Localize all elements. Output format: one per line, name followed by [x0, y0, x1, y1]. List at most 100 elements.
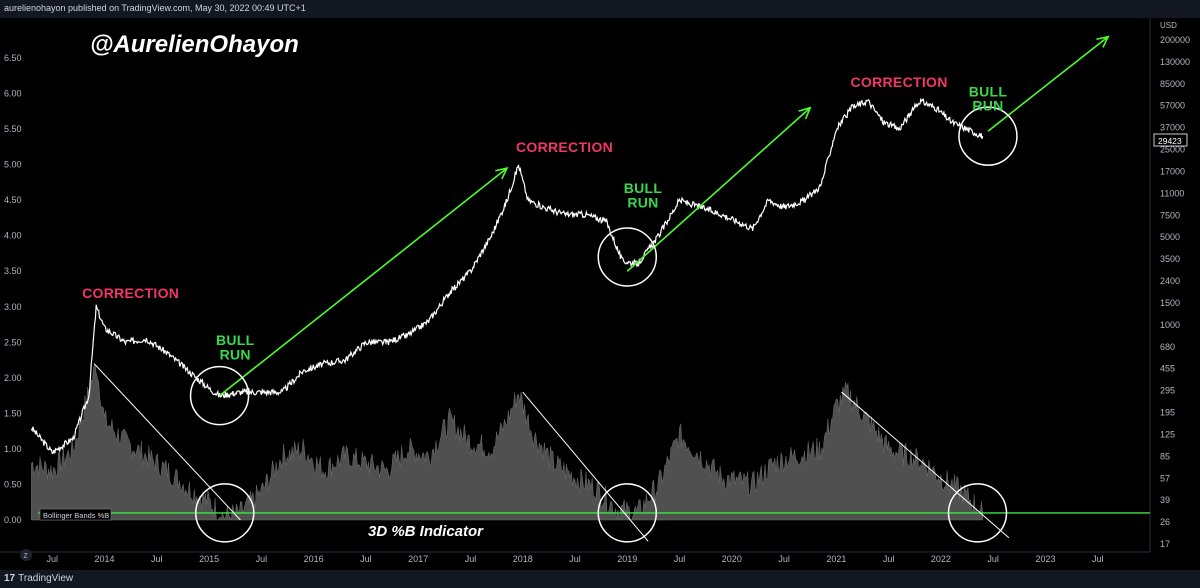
- percent-b-area: [31, 363, 983, 521]
- highlight-circles: [189, 106, 1018, 543]
- right-axis-tick: 295: [1160, 386, 1175, 396]
- time-axis-tick: Jul: [674, 554, 686, 564]
- right-axis-tick: 680: [1160, 342, 1175, 352]
- time-axis-tick: 2021: [826, 554, 846, 564]
- published-text: aurelienohayon published on TradingView.…: [4, 3, 306, 13]
- btc-price-path: [30, 97, 984, 455]
- time-axis-tick: Jul: [256, 554, 268, 564]
- left-axis-tick: 5.00: [4, 160, 22, 170]
- last-price-label: 29423: [1158, 136, 1182, 146]
- right-axis-tick: 125: [1160, 429, 1175, 439]
- left-axis-tick: 4.00: [4, 231, 22, 241]
- time-axis-tick: Jul: [360, 554, 372, 564]
- bb-legend-box[interactable]: [39, 508, 112, 521]
- bull-arrow-line: [626, 107, 811, 272]
- bull-arrow-head: [495, 167, 509, 180]
- indicator-label: 3D %B Indicator: [368, 523, 484, 540]
- highlight-circle: [195, 483, 255, 543]
- highlight-circle: [597, 227, 658, 287]
- right-axis-tick: 25000: [1160, 145, 1185, 155]
- time-axis-tick: 2020: [722, 554, 742, 564]
- percent-b-histogram: [31, 363, 983, 521]
- right-axis-tick: 57: [1160, 473, 1170, 483]
- annotations: CORRECTIONBULLRUNCORRECTIONBULLRUNCORREC…: [82, 74, 1007, 362]
- bull-run-label: RUN: [220, 346, 251, 362]
- right-axis-tick: 5000: [1160, 232, 1180, 242]
- left-axis-tick: 3.50: [4, 266, 22, 276]
- drawings: [38, 35, 1150, 542]
- publisher-bar: aurelienohayon published on TradingView.…: [0, 0, 1200, 18]
- last-price-box: [1153, 133, 1188, 147]
- time-axis-tick: Jul: [1092, 554, 1104, 564]
- time-axis-tick: Jul: [47, 554, 59, 564]
- right-axis-tick: 195: [1160, 408, 1175, 418]
- trend-line: [841, 391, 1010, 539]
- bull-run-label: BULL: [969, 83, 1008, 99]
- author-handle: @AurelienOhayon: [90, 31, 299, 58]
- bull-arrow-head: [798, 106, 812, 120]
- left-axis-tick: 2.00: [4, 373, 22, 383]
- time-axis-tick: 2017: [408, 554, 428, 564]
- bb-legend-label: Bollinger Bands %B: [43, 511, 109, 520]
- right-axis-tick: 2400: [1160, 276, 1180, 286]
- correction-label: CORRECTION: [851, 74, 948, 90]
- right-axis-tick: 11000: [1160, 188, 1184, 198]
- left-axis-tick: 0.00: [4, 515, 22, 525]
- bull-run-label: BULL: [624, 180, 663, 196]
- correction-label: CORRECTION: [516, 139, 613, 155]
- trend-line: [93, 363, 241, 521]
- tradingview-logo-icon: 17: [4, 573, 16, 584]
- left-axis-tick: 1.00: [4, 444, 22, 454]
- bull-run-label: RUN: [627, 194, 658, 210]
- left-axis-tick: 0.50: [4, 479, 22, 489]
- timezone-button[interactable]: [20, 549, 32, 561]
- right-axis-tick: 85: [1160, 451, 1170, 461]
- left-axis-tick: 6.00: [4, 89, 22, 99]
- bull-arrow-line: [219, 167, 508, 397]
- right-axis-tick: 200000: [1160, 35, 1190, 45]
- time-axis-tick: Jul: [569, 554, 581, 564]
- time-axis-tick: Jul: [151, 554, 163, 564]
- time-axis: Jul 2014 Jul 2015 Jul 2016 Jul 2017 Jul 2018 Jul 20…: [0, 551, 1150, 564]
- time-axis-tick: Jul: [883, 554, 895, 564]
- time-axis-tick: 2022: [931, 554, 951, 564]
- timezone-glyph: Z: [24, 553, 29, 560]
- trend-line: [522, 391, 649, 542]
- bitcoin-chart: 6.50 6.00 5.50 5.00 4.50 4.00 3.50 3.00 2.50 2.00…: [0, 18, 1190, 564]
- highlight-circle: [189, 365, 250, 426]
- tradingview-label: TradingView: [18, 573, 74, 584]
- highlight-circle: [947, 483, 1008, 543]
- time-axis-tick: Jul: [987, 554, 999, 564]
- right-axis-tick: 455: [1160, 364, 1175, 374]
- left-axis-tick: 3.00: [4, 302, 22, 312]
- right-axis-tick: 130000: [1160, 57, 1190, 67]
- currency-label: USD: [1160, 21, 1177, 30]
- right-axis-tick: 17: [1160, 539, 1170, 549]
- highlight-circle: [597, 483, 658, 543]
- right-axis-tick: 57000: [1160, 101, 1185, 111]
- highlight-circle: [958, 106, 1018, 166]
- left-axis-tick: 2.50: [4, 337, 22, 347]
- time-axis-tick: Jul: [778, 554, 790, 564]
- time-axis-tick: 2016: [304, 554, 324, 564]
- time-axis-tick: 2023: [1035, 554, 1055, 564]
- right-axis-tick: 1000: [1160, 320, 1180, 330]
- time-axis-tick: 2018: [513, 554, 533, 564]
- left-axis-tick: 1.50: [4, 408, 22, 418]
- time-axis-tick: 2019: [617, 554, 637, 564]
- time-axis-tick: 2015: [199, 554, 219, 564]
- right-axis: 200000 130000 85000 57000 37000 25000 17000 110…: [1149, 18, 1190, 552]
- price-line: [30, 97, 984, 455]
- right-axis-tick: 37000: [1160, 123, 1185, 133]
- time-axis-tick: Jul: [465, 554, 477, 564]
- right-axis-tick: 26: [1160, 517, 1170, 527]
- left-axis: 6.50 6.00 5.50 5.00 4.50 4.00 3.50 3.00 2.50 2.00…: [4, 53, 22, 525]
- time-axis-tick: 2014: [95, 554, 115, 564]
- bull-arrow-head: [1096, 35, 1110, 48]
- left-axis-tick: 6.50: [4, 53, 22, 63]
- tradingview-logo[interactable]: 17 TradingView: [4, 573, 73, 584]
- left-axis-tick: 4.50: [4, 195, 22, 205]
- right-axis-tick: 39: [1160, 495, 1170, 505]
- bull-run-label: BULL: [216, 332, 255, 348]
